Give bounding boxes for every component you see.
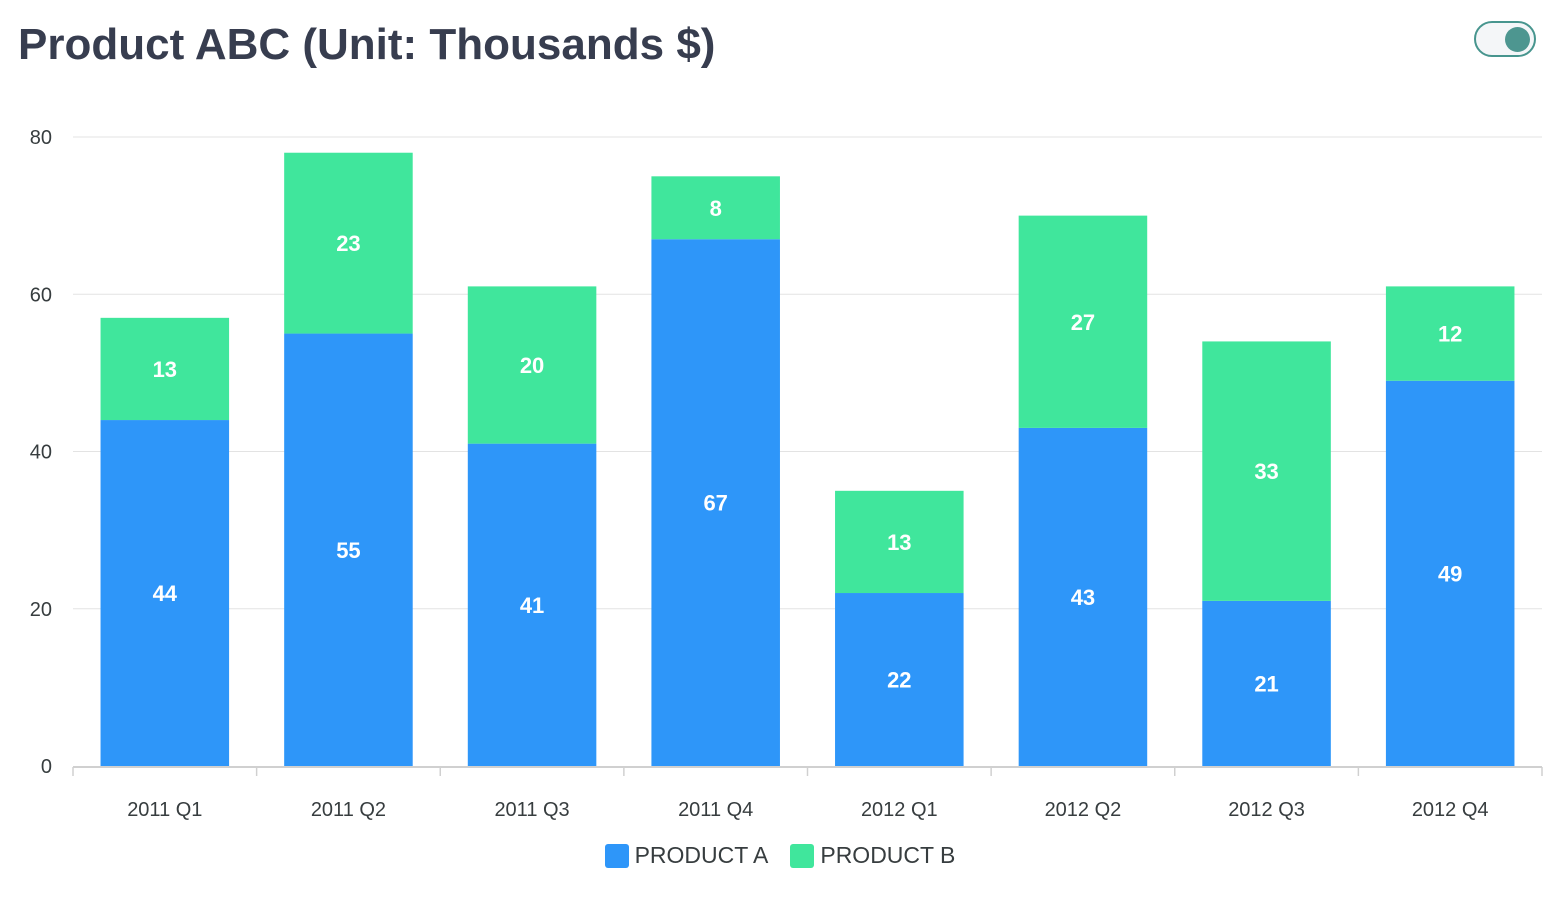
x-tick-label: 2012 Q4 [1412, 799, 1489, 821]
bar-segment-product-a[interactable] [1385, 380, 1515, 766]
chart-legend: PRODUCT A PRODUCT B [0, 842, 1560, 869]
x-tick-label: 2012 Q3 [1228, 799, 1305, 821]
legend-item-product-a[interactable]: PRODUCT A [604, 842, 769, 869]
data-label: 43 [1071, 585, 1095, 610]
bar-segment-product-b[interactable] [1018, 215, 1148, 428]
data-label: 55 [336, 538, 360, 563]
x-tick-label: 2011 Q3 [494, 799, 569, 821]
bar-segment-product-a[interactable] [835, 593, 964, 766]
legend-label-product-a: PRODUCT A [634, 842, 769, 868]
bar-segment-product-b[interactable] [835, 490, 964, 594]
bar-segment-product-b[interactable] [651, 176, 780, 240]
data-label: 13 [887, 530, 911, 555]
legend-swatch-product-b [790, 843, 815, 868]
data-label: 22 [887, 668, 911, 693]
y-tick-label: 0 [41, 756, 52, 778]
bar-segment-product-b[interactable] [467, 286, 597, 444]
y-tick-label: 60 [30, 284, 52, 306]
x-tick-label: 2012 Q1 [861, 799, 938, 821]
data-label: 33 [1254, 459, 1278, 484]
bar-segment-product-a[interactable] [1202, 600, 1331, 766]
bar-segment-product-b[interactable] [1202, 341, 1331, 601]
data-label: 67 [703, 491, 727, 516]
x-tick-label: 2011 Q4 [678, 799, 753, 821]
data-label: 23 [336, 231, 360, 256]
data-label: 27 [1071, 310, 1095, 335]
y-tick-label: 40 [30, 442, 52, 464]
x-tick-label: 2011 Q2 [311, 799, 386, 821]
toggle-knob [1505, 27, 1530, 52]
bar-segment-product-a[interactable] [284, 333, 413, 766]
bar-segment-product-b[interactable] [100, 317, 230, 421]
x-tick-label: 2011 Q1 [127, 799, 202, 821]
legend-swatch-product-a [604, 843, 629, 868]
bar-segment-product-a[interactable] [467, 443, 597, 766]
y-tick-label: 80 [30, 127, 52, 149]
data-label: 49 [1438, 561, 1462, 586]
bar-segment-product-b[interactable] [284, 152, 413, 334]
data-label: 12 [1438, 322, 1462, 347]
data-label: 20 [520, 353, 544, 378]
data-label: 41 [520, 593, 544, 618]
bar-segment-product-b[interactable] [1385, 286, 1515, 381]
data-label: 44 [153, 581, 178, 606]
data-label: 13 [153, 357, 177, 382]
data-label: 21 [1254, 671, 1278, 696]
legend-label-product-b: PRODUCT B [820, 842, 956, 868]
data-label: 8 [710, 196, 722, 221]
y-tick-label: 20 [30, 599, 52, 621]
legend-item-product-b[interactable]: PRODUCT B [790, 842, 955, 869]
bar-segment-product-a[interactable] [100, 420, 230, 766]
x-tick-label: 2012 Q2 [1045, 799, 1122, 821]
chart-title: Product ABC (Unit: Thousands $) [18, 20, 716, 69]
toggle-switch[interactable] [1474, 21, 1536, 57]
bar-segment-product-a[interactable] [651, 239, 780, 766]
bar-segment-product-a[interactable] [1018, 427, 1148, 766]
